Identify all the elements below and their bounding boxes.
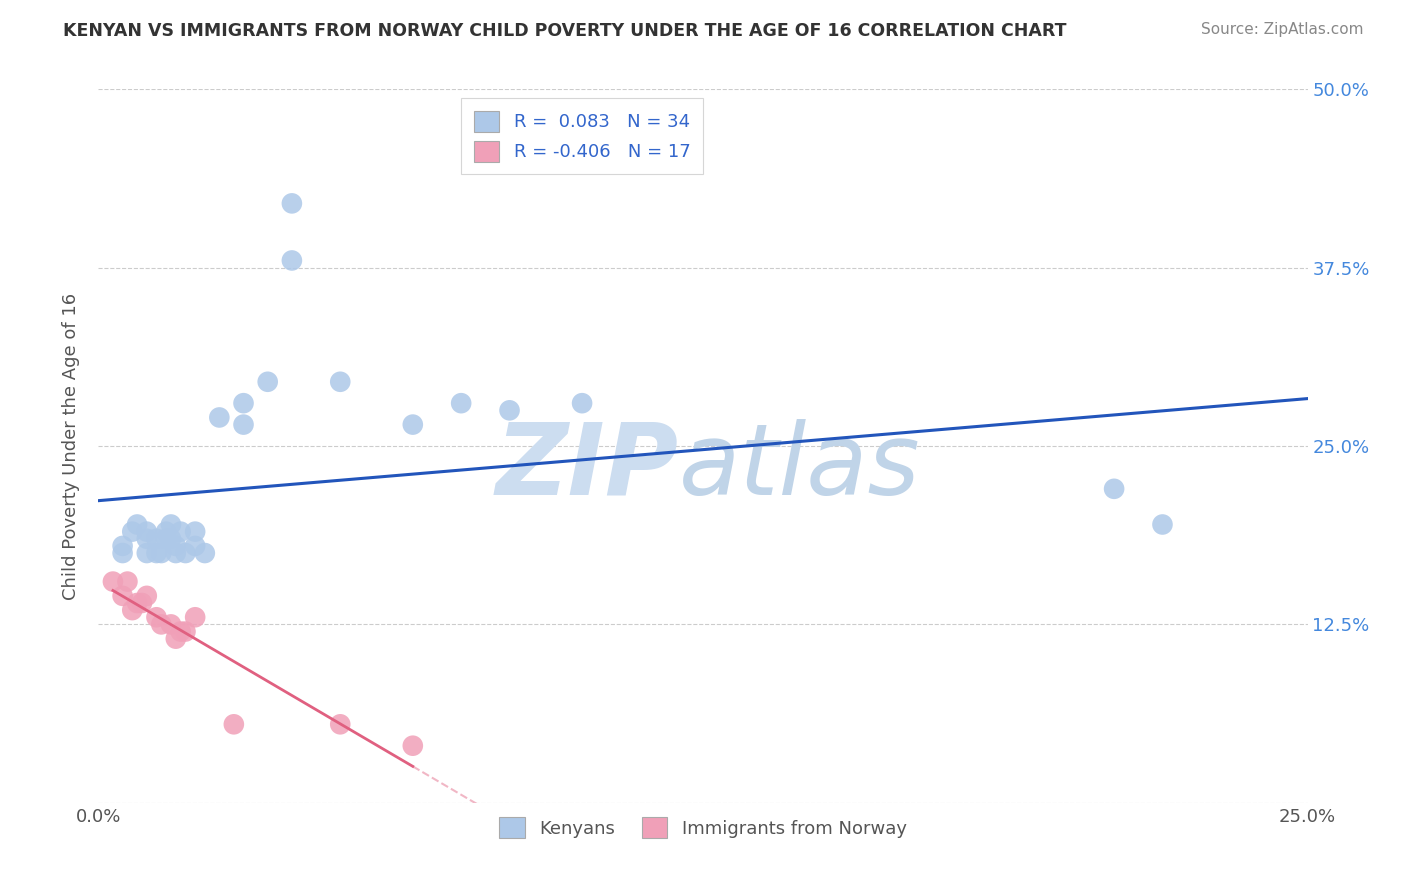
Point — [155, 524, 177, 539]
Point — [498, 403, 520, 417]
Point — [402, 417, 425, 432]
Point — [256, 375, 278, 389]
Text: Source: ZipAtlas.com: Source: ZipAtlas.com — [1201, 22, 1364, 37]
Point — [194, 546, 217, 560]
Point — [145, 610, 167, 624]
Point — [127, 596, 149, 610]
Point — [135, 532, 157, 546]
Point — [174, 546, 197, 560]
Point — [135, 524, 157, 539]
Point — [117, 574, 139, 589]
Point — [232, 396, 254, 410]
Legend: Kenyans, Immigrants from Norway: Kenyans, Immigrants from Norway — [486, 805, 920, 851]
Point — [184, 524, 207, 539]
Point — [450, 396, 472, 410]
Point — [135, 546, 157, 560]
Point — [145, 546, 167, 560]
Point — [160, 617, 183, 632]
Point — [208, 410, 231, 425]
Point — [165, 539, 187, 553]
Point — [160, 532, 183, 546]
Point — [329, 375, 352, 389]
Point — [131, 596, 153, 610]
Point — [101, 574, 124, 589]
Text: atlas: atlas — [679, 419, 921, 516]
Point — [169, 624, 191, 639]
Point — [155, 532, 177, 546]
Text: KENYAN VS IMMIGRANTS FROM NORWAY CHILD POVERTY UNDER THE AGE OF 16 CORRELATION C: KENYAN VS IMMIGRANTS FROM NORWAY CHILD P… — [63, 22, 1067, 40]
Point — [232, 417, 254, 432]
Point — [165, 546, 187, 560]
Point — [111, 539, 134, 553]
Point — [160, 517, 183, 532]
Point — [281, 253, 304, 268]
Y-axis label: Child Poverty Under the Age of 16: Child Poverty Under the Age of 16 — [62, 293, 80, 599]
Point — [165, 632, 187, 646]
Point — [1102, 482, 1125, 496]
Point — [111, 589, 134, 603]
Point — [1152, 517, 1174, 532]
Point — [127, 517, 149, 532]
Point — [329, 717, 352, 731]
Point — [145, 532, 167, 546]
Point — [571, 396, 593, 410]
Point — [121, 524, 143, 539]
Point — [402, 739, 425, 753]
Text: ZIP: ZIP — [496, 419, 679, 516]
Point — [174, 624, 197, 639]
Point — [169, 524, 191, 539]
Point — [150, 617, 173, 632]
Point — [281, 196, 304, 211]
Point — [135, 589, 157, 603]
Point — [184, 539, 207, 553]
Point — [184, 610, 207, 624]
Point — [121, 603, 143, 617]
Point — [111, 546, 134, 560]
Point — [222, 717, 245, 731]
Point — [150, 546, 173, 560]
